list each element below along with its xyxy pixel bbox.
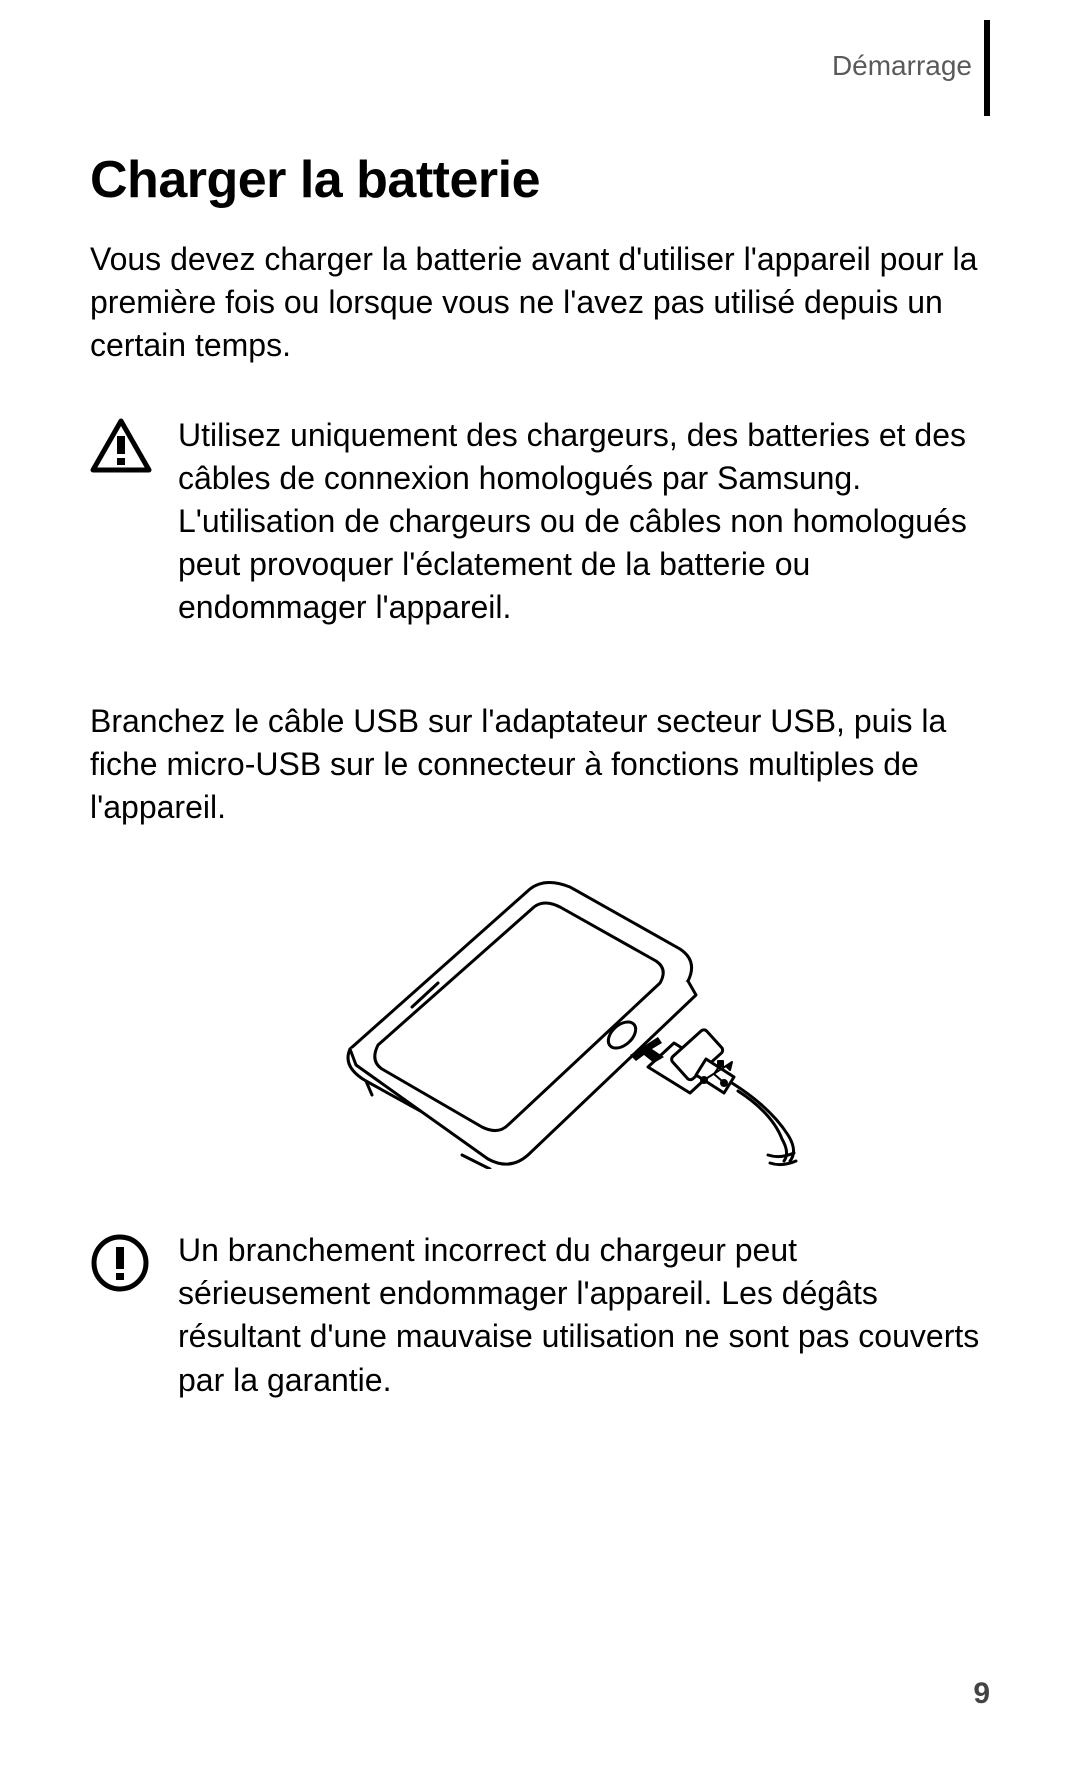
caution-callout: Un branchement incorrect du chargeur peu… bbox=[90, 1229, 990, 1402]
warning-triangle-icon bbox=[90, 414, 152, 630]
section-label: Démarrage bbox=[832, 50, 990, 82]
phone-charging-illustration bbox=[90, 859, 990, 1169]
manual-page: Démarrage Charger la batterie Vous devez… bbox=[0, 0, 1080, 1771]
warning-text: Utilisez uniquement des chargeurs, des b… bbox=[178, 414, 990, 630]
caution-text: Un branchement incorrect du chargeur peu… bbox=[178, 1229, 990, 1402]
page-header: Démarrage bbox=[90, 40, 990, 110]
page-number: 9 bbox=[973, 1677, 990, 1711]
step-paragraph: Branchez le câble USB sur l'adaptateur s… bbox=[90, 700, 990, 830]
caution-circle-icon bbox=[90, 1229, 152, 1402]
page-title: Charger la batterie bbox=[90, 150, 990, 210]
header-rule bbox=[984, 20, 990, 116]
intro-paragraph: Vous devez charger la batterie avant d'u… bbox=[90, 238, 990, 368]
warning-callout: Utilisez uniquement des chargeurs, des b… bbox=[90, 414, 990, 630]
